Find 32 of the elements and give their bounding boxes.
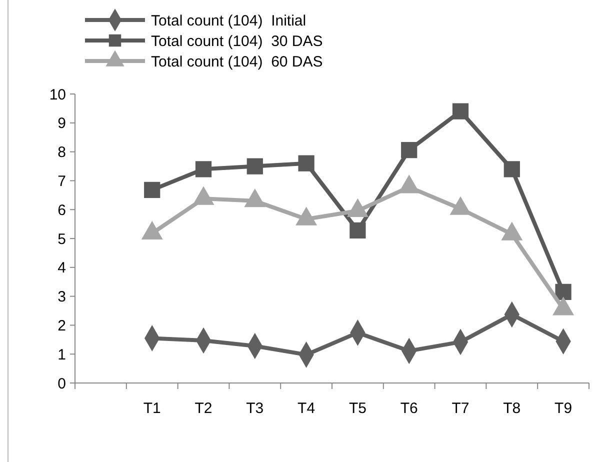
y-tick-label: 7	[58, 172, 66, 190]
x-tick-label: T1	[143, 400, 161, 417]
x-tick-label: T4	[298, 400, 316, 417]
legend-label: Total count (104) 30 DAS	[151, 32, 323, 50]
point	[144, 182, 160, 198]
x-tick-label: T2	[194, 400, 212, 417]
x-tick-label: T5	[348, 400, 366, 417]
y-tick-label: 9	[58, 115, 66, 132]
y-tick-label: 0	[58, 375, 66, 392]
x-tick-label: T6	[400, 400, 418, 417]
y-tick-label: 8	[58, 144, 66, 162]
point	[401, 142, 418, 158]
legend-label: Total count (104) Initial	[151, 12, 306, 30]
legend-label: Total count (104) 60 DAS	[151, 53, 323, 70]
y-tick-label: 6	[58, 202, 66, 219]
y-tick-label: 3	[58, 288, 66, 306]
point	[195, 161, 212, 178]
y-tick-label: 10	[49, 86, 66, 104]
x-tick-label: T7	[452, 400, 470, 417]
y-tick-label: 1	[58, 346, 66, 364]
point	[298, 155, 314, 172]
point	[246, 158, 263, 174]
x-tick-label: T3	[246, 400, 264, 417]
x-tick-label: T9	[554, 400, 572, 417]
point	[504, 161, 520, 178]
x-tick-label: T8	[503, 400, 521, 417]
y-tick-label: 5	[58, 230, 66, 248]
point	[350, 222, 366, 238]
y-tick-label: 2	[58, 317, 66, 334]
y-tick-label: 4	[58, 260, 66, 277]
point	[452, 103, 469, 120]
point	[555, 284, 572, 300]
